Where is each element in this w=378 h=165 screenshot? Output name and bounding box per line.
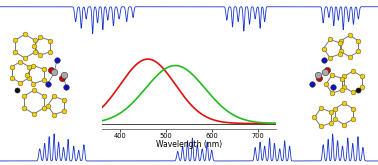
Point [341,102,347,104]
Point [54,59,60,62]
Point [41,107,47,109]
Point [9,66,15,68]
Point [329,92,335,95]
Point [32,51,38,53]
Point [40,79,46,82]
Point [324,69,330,71]
Point [323,83,329,85]
Point [12,39,18,42]
Point [330,85,336,88]
Point [17,60,23,63]
Point [355,39,361,42]
Point [338,39,344,42]
Point [321,59,327,62]
Point [12,51,18,53]
Point [51,113,57,116]
Point [24,73,30,76]
Point [350,70,356,72]
Point [40,68,46,70]
Point [48,69,54,71]
Point [22,57,28,59]
Point [322,71,328,74]
Point [359,75,365,78]
X-axis label: Wavelength (nm): Wavelength (nm) [156,140,222,149]
Point [321,47,327,50]
Point [26,66,32,68]
Point [37,36,43,38]
Point [341,86,347,88]
Point [45,104,51,107]
Point [350,91,356,94]
Point [311,116,318,119]
Point [327,56,333,59]
Point [32,39,38,42]
Point [26,76,32,79]
Point [45,83,51,85]
Point [9,76,15,79]
Point [341,75,347,78]
Point [37,54,43,56]
Point [31,45,37,48]
Point [22,33,28,36]
Point [61,99,67,101]
Point [31,82,37,85]
Point [315,73,321,76]
Point [341,123,347,126]
Point [332,118,338,120]
Point [355,89,361,91]
Point [347,55,353,58]
Point [337,53,343,55]
Point [359,86,365,88]
Point [61,110,67,112]
Point [14,89,20,91]
Point [47,50,53,53]
Point [339,88,345,91]
Point [316,77,322,80]
Point [31,113,37,115]
Point [309,83,315,85]
Point [318,107,324,110]
Point [17,82,23,84]
Point [355,50,361,53]
Point [41,95,47,97]
Point [31,64,37,67]
Point [21,107,27,109]
Point [59,77,65,80]
Point [347,34,353,37]
Point [327,38,333,41]
Point [328,122,334,124]
Point [60,73,67,76]
Point [329,74,335,76]
Point [51,95,57,98]
Point [332,107,338,110]
Point [339,77,345,80]
Point [21,95,27,97]
Point [47,39,53,42]
Point [338,50,344,53]
Point [328,111,334,113]
Point [350,118,356,120]
Point [350,107,356,110]
Point [51,71,57,74]
Point [63,85,69,88]
Point [318,125,324,128]
Point [31,89,37,91]
Point [337,42,343,44]
